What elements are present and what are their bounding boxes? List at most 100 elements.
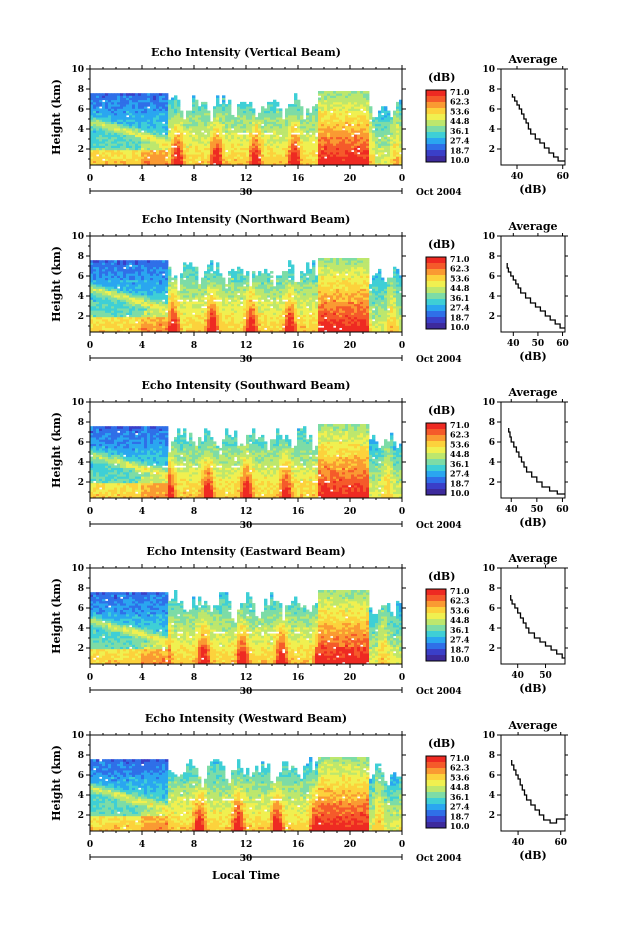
heatmap-cell bbox=[279, 310, 283, 313]
heatmap-cell bbox=[216, 104, 220, 107]
heatmap-cell bbox=[384, 128, 388, 131]
heatmap-cell bbox=[333, 108, 337, 111]
heatmap-cell bbox=[339, 138, 343, 142]
heatmap-cell bbox=[198, 136, 202, 140]
heatmap-cell bbox=[120, 160, 124, 164]
heatmap-cell bbox=[234, 158, 238, 162]
heatmap-cell bbox=[360, 149, 364, 153]
heatmap-cell bbox=[201, 288, 205, 292]
heatmap-cell bbox=[234, 281, 238, 285]
heatmap-cell bbox=[120, 301, 124, 305]
heatmap-cell bbox=[393, 156, 397, 159]
heatmap-cell bbox=[189, 151, 193, 155]
heatmap-cell bbox=[309, 114, 313, 118]
heatmap-cell bbox=[327, 151, 331, 155]
heatmap-cell bbox=[138, 323, 142, 326]
heatmap-cell bbox=[162, 138, 166, 142]
heatmap-cell bbox=[114, 321, 118, 324]
heatmap-cell bbox=[105, 301, 109, 305]
heatmap-cell bbox=[114, 154, 118, 157]
heatmap-cell bbox=[222, 162, 226, 166]
heatmap-cell bbox=[276, 123, 280, 127]
heatmap-cell bbox=[261, 160, 265, 164]
heatmap-cell bbox=[105, 305, 109, 309]
heatmap-cell bbox=[222, 327, 226, 331]
heatmap-cell bbox=[249, 125, 253, 129]
heatmap-cell bbox=[378, 114, 382, 118]
heatmap-cell bbox=[108, 123, 112, 127]
heatmap-cell bbox=[384, 132, 388, 135]
heatmap-cell bbox=[222, 316, 226, 320]
heatmap-cell bbox=[252, 149, 256, 153]
heatmap-cell bbox=[267, 312, 271, 315]
heatmap-cell bbox=[231, 295, 235, 298]
heatmap-cell bbox=[147, 149, 151, 153]
heatmap-cell bbox=[195, 292, 199, 296]
heatmap-cell bbox=[321, 91, 325, 94]
heatmap-cell bbox=[336, 138, 340, 142]
heatmap-cell bbox=[300, 162, 304, 166]
heatmap-cell bbox=[267, 310, 271, 313]
heatmap-cell bbox=[174, 292, 178, 296]
heatmap-cell bbox=[339, 156, 343, 159]
heatmap-cell bbox=[240, 316, 244, 320]
heatmap-cell bbox=[267, 138, 271, 142]
heatmap-cell bbox=[330, 136, 334, 140]
heatmap-cell bbox=[336, 106, 340, 109]
heatmap-cell bbox=[114, 273, 118, 276]
heatmap-cell bbox=[270, 104, 274, 107]
heatmap-cell bbox=[99, 147, 103, 151]
heatmap-cell bbox=[159, 104, 163, 107]
heatmap-cell bbox=[144, 323, 148, 326]
heatmap-cell bbox=[237, 301, 241, 305]
heatmap-cell bbox=[192, 305, 196, 309]
heatmap-cell bbox=[174, 130, 178, 133]
heatmap-cell bbox=[156, 132, 160, 135]
heatmap-cell bbox=[378, 138, 382, 142]
heatmap-cell bbox=[285, 121, 289, 125]
heatmap-cell bbox=[90, 158, 94, 162]
heatmap-cell bbox=[198, 130, 202, 133]
heatmap-cell bbox=[291, 138, 295, 142]
heatmap-cell bbox=[99, 275, 103, 278]
heatmap-cell bbox=[180, 117, 184, 120]
heatmap-cell bbox=[336, 158, 340, 162]
heatmap-cell bbox=[123, 314, 127, 318]
heatmap-cell bbox=[165, 95, 169, 98]
heatmap-cell bbox=[270, 271, 274, 274]
heatmap-cell bbox=[267, 292, 271, 296]
heatmap-cell bbox=[93, 112, 97, 116]
heatmap-cell bbox=[342, 156, 346, 159]
heatmap-cell bbox=[213, 277, 217, 281]
heatmap-cell bbox=[99, 104, 103, 107]
heatmap-cell bbox=[120, 97, 124, 101]
heatmap-cell bbox=[189, 308, 193, 311]
heatmap-cell bbox=[240, 297, 244, 300]
heatmap-cell bbox=[153, 329, 157, 333]
heatmap-cell bbox=[132, 279, 136, 283]
heatmap-cell bbox=[168, 301, 172, 305]
heatmap-cell bbox=[321, 158, 325, 162]
heatmap-cell bbox=[216, 312, 220, 315]
heatmap-cell bbox=[270, 327, 274, 331]
heatmap-cell bbox=[165, 301, 169, 305]
heatmap-cell bbox=[135, 316, 139, 320]
heatmap-cell bbox=[144, 260, 148, 263]
heatmap-cell bbox=[108, 323, 112, 326]
heatmap-cell bbox=[219, 114, 223, 118]
heatmap-cell bbox=[297, 121, 301, 125]
heatmap-cell bbox=[216, 266, 220, 270]
heatmap-cell bbox=[303, 128, 307, 131]
heatmap-cell bbox=[135, 114, 139, 118]
heatmap-cell bbox=[237, 323, 241, 326]
heatmap-cell bbox=[210, 268, 214, 272]
heatmap-cell bbox=[123, 286, 127, 289]
heatmap-cell bbox=[108, 295, 112, 298]
heatmap-cell bbox=[339, 125, 343, 129]
heatmap-cell bbox=[138, 290, 142, 294]
heatmap-cell bbox=[219, 132, 223, 135]
heatmap-cell bbox=[318, 101, 322, 105]
heatmap-cell bbox=[150, 316, 154, 320]
heatmap-cell bbox=[105, 297, 109, 300]
heatmap-cell bbox=[378, 128, 382, 131]
